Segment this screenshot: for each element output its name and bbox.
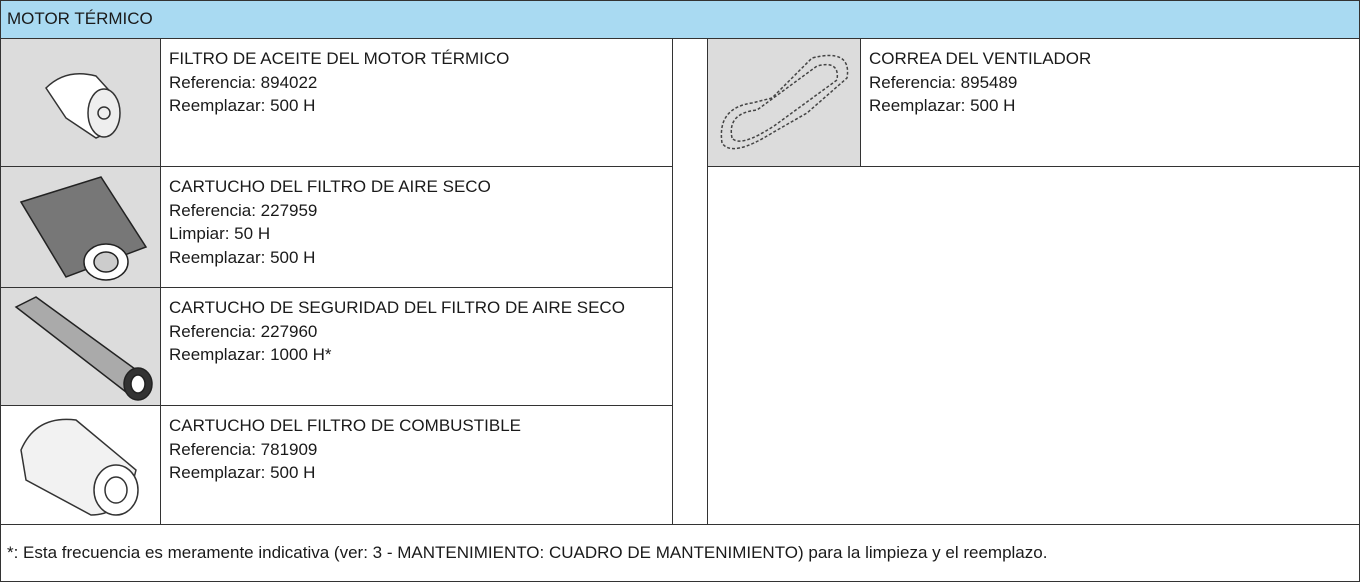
item-name: CARTUCHO DEL FILTRO DE AIRE SECO bbox=[169, 177, 491, 196]
image-cell bbox=[707, 38, 861, 167]
image-cell bbox=[0, 38, 161, 167]
item-text: CARTUCHO DE SEGURIDAD DEL FILTRO DE AIRE… bbox=[160, 287, 673, 406]
belt-icon bbox=[720, 54, 848, 149]
fuel-filter-icon bbox=[19, 418, 139, 516]
section-header: MOTOR TÉRMICO bbox=[0, 0, 1360, 39]
item-text: CARTUCHO DEL FILTRO DE COMBUSTIBLE Refer… bbox=[160, 405, 673, 525]
image-cell bbox=[0, 166, 161, 288]
item-detail: Reemplazar: 1000 H* bbox=[169, 345, 332, 364]
item-detail: Reemplazar: 500 H bbox=[169, 463, 316, 482]
oil-filter-icon bbox=[44, 72, 121, 139]
item-detail: Reemplazar: 500 H bbox=[169, 96, 316, 115]
item-detail: Limpiar: 50 H bbox=[169, 224, 271, 243]
item-text: CARTUCHO DEL FILTRO DE AIRE SECO Referen… bbox=[160, 166, 673, 288]
image-cell bbox=[0, 405, 161, 525]
item-name: FILTRO DE ACEITE DEL MOTOR TÉRMICO bbox=[169, 49, 510, 68]
item-name: CORREA DEL VENTILADOR bbox=[869, 49, 1092, 68]
empty-cell bbox=[707, 166, 1360, 525]
item-detail: Reemplazar: 500 H bbox=[869, 96, 1016, 115]
item-text: CORREA DEL VENTILADOR Referencia: 895489… bbox=[860, 38, 1360, 167]
item-detail: Referencia: 227959 bbox=[169, 200, 318, 220]
item-detail: Referencia: 894022 bbox=[169, 72, 318, 92]
item-text: FILTRO DE ACEITE DEL MOTOR TÉRMICO Refer… bbox=[160, 38, 673, 167]
item-detail: Referencia: 895489 bbox=[869, 72, 1018, 92]
air-filter-icon bbox=[19, 176, 147, 281]
item-name: CARTUCHO DE SEGURIDAD DEL FILTRO DE AIRE… bbox=[169, 298, 625, 317]
safety-filter-icon bbox=[14, 295, 153, 401]
item-detail: Referencia: 781909 bbox=[169, 439, 318, 459]
item-name: CARTUCHO DEL FILTRO DE COMBUSTIBLE bbox=[169, 416, 522, 435]
footnote: *: Esta frecuencia es meramente indicati… bbox=[0, 524, 1360, 582]
item-detail: Reemplazar: 500 H bbox=[169, 247, 316, 267]
image-cell bbox=[0, 287, 161, 406]
item-detail: Referencia: 227960 bbox=[169, 321, 318, 341]
spacer-column bbox=[672, 38, 708, 525]
